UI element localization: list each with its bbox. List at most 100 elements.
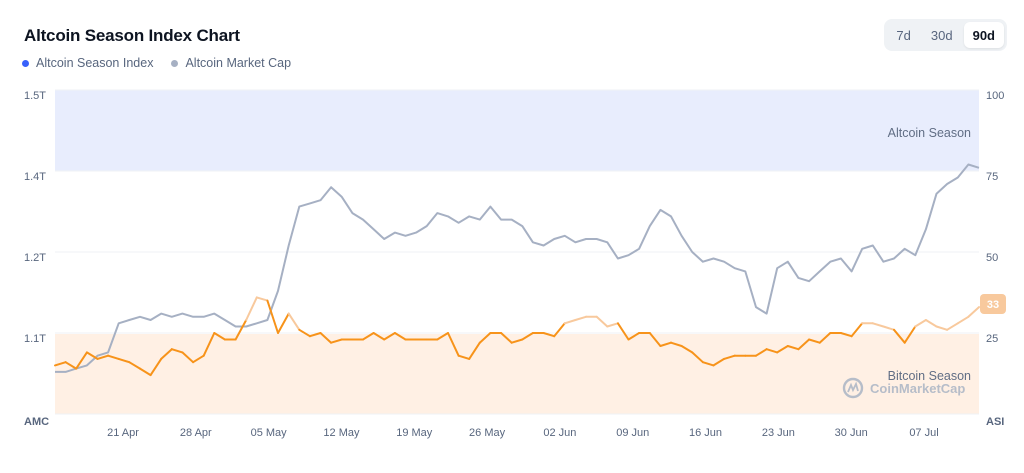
range-90d-button[interactable]: 90d	[963, 22, 1004, 48]
season-index-segment	[542, 332, 556, 338]
season-index-segment	[117, 357, 131, 364]
season-index-segment	[797, 338, 811, 351]
season-index-segment	[563, 319, 577, 325]
season-index-segment	[553, 322, 566, 338]
season-index-segment	[308, 332, 322, 338]
right-tick-label: 25	[986, 333, 998, 345]
season-index-segment	[362, 332, 375, 341]
range-30d-button[interactable]: 30d	[930, 27, 953, 43]
season-index-segment	[139, 367, 152, 377]
season-index-segment	[107, 354, 120, 360]
season-index-segment	[170, 348, 184, 354]
market-cap-line	[55, 163, 980, 373]
x-tick-label: 07 Jul	[909, 427, 938, 439]
season-index-segment	[75, 351, 88, 370]
x-tick-label: 09 Jun	[616, 427, 649, 439]
x-tick-label: 02 Jun	[543, 427, 576, 439]
season-index-segment	[914, 319, 927, 328]
season-index-segment	[691, 351, 704, 364]
season-index-segment	[255, 296, 269, 302]
chart-legend: Altcoin Season Index Altcoin Market Cap	[22, 56, 291, 70]
left-tick-label: 1.4T	[24, 171, 46, 183]
x-tick-label: 16 Jun	[689, 427, 722, 439]
season-index-segment	[776, 345, 789, 354]
left-tick-label: 1.1T	[24, 333, 46, 345]
right-axis-ticks: 100 75 50 25	[986, 90, 1004, 345]
season-index-segment	[786, 345, 800, 351]
left-axis-ticks: 1.5T 1.4T 1.2T 1.1T	[24, 90, 46, 345]
season-index-segment	[967, 306, 980, 318]
season-index-segment	[96, 354, 110, 360]
season-index-segment	[160, 348, 173, 360]
season-index-segment	[606, 322, 619, 328]
season-index-segment	[935, 325, 949, 331]
season-index-segment	[701, 361, 715, 367]
left-tick-label: 1.2T	[24, 252, 46, 264]
season-index-segment	[924, 319, 938, 328]
season-index-segment	[149, 357, 163, 377]
season-index-segment	[659, 341, 672, 347]
season-index-segment	[85, 351, 99, 360]
season-index-segment	[946, 322, 959, 331]
x-tick-label: 05 May	[251, 427, 288, 439]
season-index-segment	[192, 354, 205, 364]
x-tick-label: 30 Jun	[835, 427, 868, 439]
season-index-segment	[500, 332, 513, 344]
x-tick-label: 19 May	[396, 427, 433, 439]
season-index-segment	[234, 319, 248, 341]
season-index-segment	[510, 338, 524, 344]
coinmarketcap-logo-icon	[842, 377, 864, 399]
altcoin-season-band	[55, 90, 979, 171]
season-index-segment	[956, 315, 970, 325]
x-tick-label: 28 Apr	[180, 427, 212, 439]
season-index-segment	[616, 322, 630, 341]
x-tick-label: 26 May	[469, 427, 506, 439]
legend-dot-asi	[22, 59, 29, 67]
season-index-segment	[372, 332, 386, 341]
season-index-segment	[330, 338, 343, 344]
season-index-segment	[765, 348, 779, 354]
season-index-segment	[213, 332, 226, 341]
season-index-segment	[712, 357, 726, 367]
x-tick-label: 23 Jun	[762, 427, 795, 439]
right-axis-label: ASI	[986, 416, 1004, 428]
season-index-segment	[882, 325, 895, 331]
current-value-text: 33	[987, 299, 999, 311]
right-tick-label: 50	[986, 252, 998, 264]
right-tick-label: 100	[986, 90, 1004, 102]
season-index-segment	[903, 325, 917, 344]
season-index-segment	[595, 315, 609, 328]
season-index-segment	[468, 341, 481, 360]
season-index-segment	[202, 332, 216, 357]
range-7d-button[interactable]: 7d	[896, 27, 911, 43]
season-index-segment	[447, 332, 460, 357]
x-tick-label: 12 May	[323, 427, 360, 439]
season-index-segment	[574, 315, 587, 321]
season-index-segment	[670, 341, 683, 347]
chart-title: Altcoin Season Index Chart	[24, 26, 240, 45]
series-group	[54, 163, 980, 377]
season-index-segment	[457, 354, 471, 360]
left-axis-label: AMC	[24, 416, 49, 428]
season-index-segment	[298, 328, 311, 338]
season-index-segment	[478, 332, 492, 344]
season-index-segment	[808, 338, 821, 344]
season-index-segment	[64, 361, 78, 370]
bitcoin-season-band	[55, 334, 979, 414]
x-axis-ticks: 21 Apr 28 Apr 05 May 12 May 19 May 26 May 02 J…	[107, 427, 939, 439]
season-index-segment	[287, 312, 301, 331]
season-index-segment	[648, 332, 662, 347]
legend-item-asi[interactable]: Altcoin Season Index	[22, 56, 153, 70]
season-index-segment	[54, 361, 67, 367]
season-index-segment	[755, 348, 768, 357]
current-value-badge: 33	[980, 294, 1006, 314]
season-index-segment	[893, 328, 906, 344]
legend-item-amc[interactable]: Altcoin Market Cap	[171, 56, 291, 70]
left-tick-label: 1.5T	[24, 90, 46, 102]
season-index-segment	[723, 354, 736, 360]
season-index-segment	[839, 332, 853, 338]
legend-dot-amc	[171, 59, 179, 67]
season-index-segment	[266, 299, 279, 334]
time-range-toggle: 7d 30d 90d	[884, 19, 1007, 51]
